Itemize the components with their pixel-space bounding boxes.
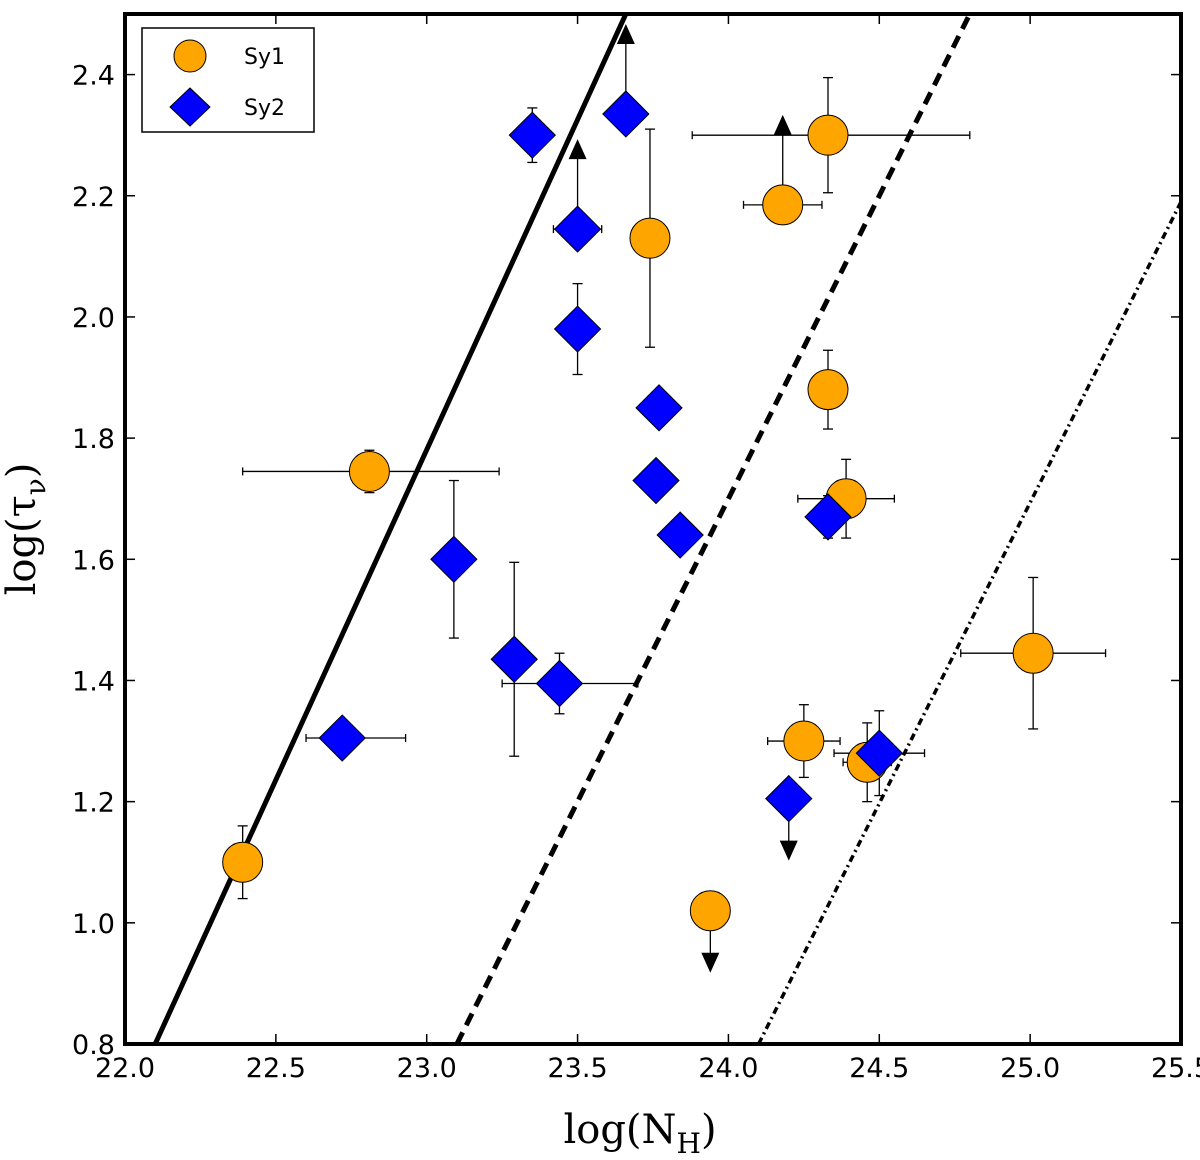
y-tick-label: 1.4 [72,666,115,697]
legend-label-sy2: Sy2 [244,96,285,121]
data-point-sy1 [762,184,804,226]
y-tick-label: 0.8 [72,1030,115,1061]
data-point-sy2 [635,384,683,432]
y-tick-label: 2.0 [72,303,115,334]
data-point-sy2 [535,659,584,708]
lower-limit-arrow-head [773,114,792,135]
x-tick-label: 25.5 [1151,1053,1200,1084]
data-point-sy1 [689,890,731,932]
x-tick-label: 22.0 [95,1053,155,1084]
plot-frame [123,12,1183,1046]
reference-line-dash-dot [757,201,1181,1044]
legend-box [141,27,315,133]
y-tick-label: 2.4 [72,61,115,92]
y-tick-label: 1.6 [72,545,115,576]
reference-line-solid [152,14,629,1044]
data-point-sy1 [1012,632,1054,674]
x-tick-label: 24.0 [698,1053,758,1084]
data-point-sy2 [602,90,650,138]
legend-marker-sy1 [173,39,207,73]
upper-limit-arrow-head [779,840,798,861]
data-point-sy2 [656,511,704,559]
data-point-sy2 [553,205,602,253]
y-axis-label-subscript: ν [19,478,52,495]
y-tick-label: 1.2 [72,788,115,819]
data-point-sy2 [855,729,903,777]
y-axis-label: log(τν) [0,463,52,596]
data-point-sy2 [490,635,538,683]
data-point-sy1 [222,841,264,883]
reference-line-dashed [454,14,973,1044]
legend: Sy1 Sy2 [141,27,315,133]
data-point-sy2 [804,493,852,541]
y-tick-label: 1.0 [72,909,115,940]
data-point-sy1 [807,369,849,411]
x-axis-label-subscript: H [677,1127,701,1160]
x-tick-label: 23.5 [548,1053,608,1084]
data-point-sy2 [553,305,602,353]
lower-limit-arrow-head [616,23,635,44]
data-point-sy1 [807,114,849,156]
x-axis-label: log(NH) [563,1107,716,1160]
upper-limit-arrow-head [701,952,720,973]
data-point-sy1 [348,450,390,492]
data-point-sy1 [629,217,671,259]
lower-limit-arrow-head [568,139,587,160]
data-point-sy1 [783,720,825,762]
data-point-sy2 [508,111,557,159]
y-tick-label: 1.8 [72,424,115,455]
x-tick-label: 24.5 [849,1053,909,1084]
legend-marker-sy2 [169,87,211,127]
data-point-sy2 [430,535,478,584]
data-point-sy2 [318,714,366,762]
data-point-sy2 [632,456,680,505]
x-tick-label: 25.0 [1000,1053,1060,1084]
legend-label-sy1: Sy1 [244,45,285,70]
x-tick-label: 22.5 [246,1053,306,1084]
x-tick-label: 23.0 [397,1053,457,1084]
data-point-sy2 [765,774,813,823]
y-tick-label: 2.2 [72,182,115,213]
